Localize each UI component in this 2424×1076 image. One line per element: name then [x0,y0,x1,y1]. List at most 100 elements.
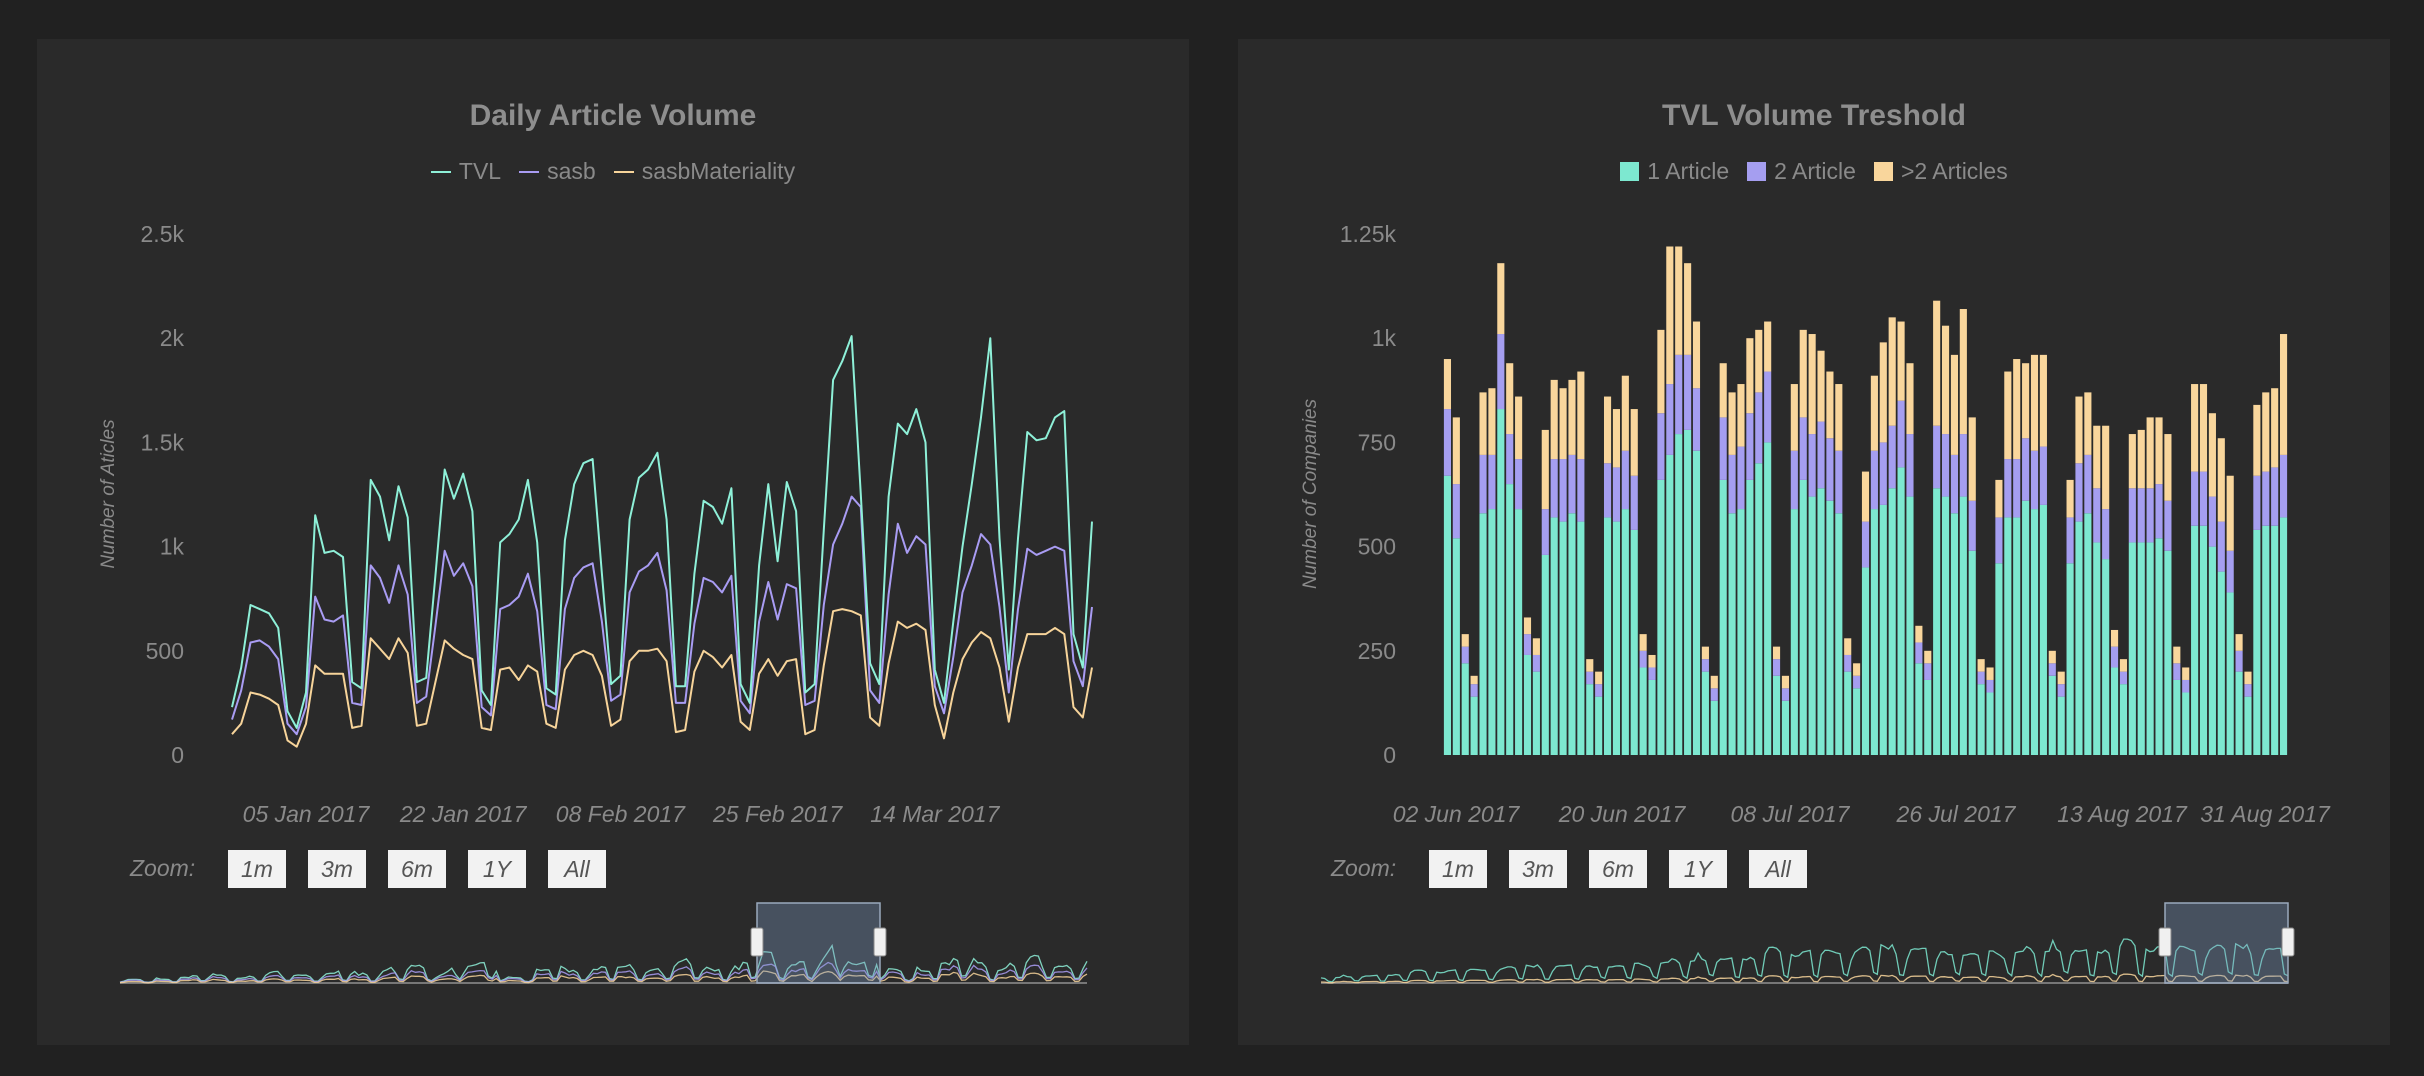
bar-2-article[interactable] [1853,675,1861,689]
bar-more-articles[interactable] [2253,404,2261,476]
bar-more-articles[interactable] [1470,675,1478,685]
bar-1-article[interactable] [1746,479,1754,755]
bar-more-articles[interactable] [1523,617,1532,635]
bar-1-article[interactable] [1764,442,1772,755]
zoom-3m-button[interactable]: 3m [308,850,366,888]
bar-1-article[interactable] [1710,700,1718,755]
bar-more-articles[interactable] [2279,334,2288,455]
bar-2-article[interactable] [2226,550,2234,593]
bar-more-articles[interactable] [1692,321,1701,389]
bar-1-article[interactable] [1568,513,1576,755]
bar-2-article[interactable] [1781,688,1790,701]
bar-2-article[interactable] [1764,371,1772,443]
bar-1-article[interactable] [2075,521,2083,755]
bar-more-articles[interactable] [1710,675,1718,689]
bar-2-article[interactable] [1995,517,2003,564]
bar-more-articles[interactable] [1621,375,1629,451]
bar-2-article[interactable] [2084,454,2092,514]
bar-1-article[interactable] [1915,663,1923,755]
bar-more-articles[interactable] [1968,417,1976,501]
bar-2-article[interactable] [2022,438,2030,501]
bar-more-articles[interactable] [1746,338,1754,414]
bar-more-articles[interactable] [2066,479,2074,518]
bar-2-article[interactable] [1808,434,1816,497]
bar-2-article[interactable] [1755,392,1763,464]
bar-1-article[interactable] [2039,504,2047,755]
bar-1-article[interactable] [1719,479,1727,755]
bar-more-articles[interactable] [1461,634,1469,647]
bar-1-article[interactable] [1621,509,1629,755]
bar-2-article[interactable] [1603,463,1612,518]
bar-2-article[interactable] [2039,446,2047,505]
bar-1-article[interactable] [1941,496,1950,755]
bar-1-article[interactable] [1684,429,1692,755]
bar-1-article[interactable] [2102,559,2110,755]
bar-more-articles[interactable] [1612,409,1621,468]
bar-2-article[interactable] [1959,434,1967,497]
bar-1-article[interactable] [2146,542,2154,755]
bar-2-article[interactable] [1461,646,1469,664]
bar-more-articles[interactable] [2173,646,2181,664]
bar-more-articles[interactable] [1728,392,1736,455]
bar-2-article[interactable] [2048,663,2056,676]
bar-1-article[interactable] [1630,529,1638,755]
bar-more-articles[interactable] [2191,384,2199,472]
bar-2-article[interactable] [1506,434,1514,485]
bar-1-article[interactable] [2110,667,2119,755]
bar-2-article[interactable] [2208,496,2216,547]
bar-2-article[interactable] [1950,454,1959,514]
bar-more-articles[interactable] [1906,363,1914,435]
bar-more-articles[interactable] [1986,667,1994,680]
bar-2-article[interactable] [1790,450,1798,510]
bar-2-article[interactable] [2164,500,2172,551]
bar-2-article[interactable] [2128,488,2136,543]
bar-1-article[interactable] [1443,475,1452,755]
bar-more-articles[interactable] [2119,659,2128,672]
zoom-1y-button[interactable]: 1Y [1669,850,1727,888]
bar-2-article[interactable] [1933,425,1941,489]
bar-2-article[interactable] [1621,450,1629,510]
legend-item-sasb[interactable]: sasb [519,158,596,185]
bar-1-article[interactable] [2119,684,2128,755]
bar-1-article[interactable] [1559,521,1567,755]
bar-more-articles[interactable] [2075,396,2083,464]
bar-more-articles[interactable] [2093,425,2101,489]
navigator-handle-right[interactable] [2281,927,2295,957]
bar-1-article[interactable] [2235,671,2243,755]
bar-1-article[interactable] [1532,671,1540,755]
bar-2-article[interactable] [2173,663,2181,680]
bar-1-article[interactable] [1737,509,1745,755]
bar-2-article[interactable] [1719,417,1727,480]
bar-1-article[interactable] [1995,563,2003,755]
bar-more-articles[interactable] [1666,246,1674,385]
bar-1-article[interactable] [2155,538,2163,755]
navigator-handle-right[interactable] [873,927,887,957]
zoom-3m-button[interactable]: 3m [1509,850,1567,888]
bar-2-article[interactable] [1915,642,1923,664]
bar-2-article[interactable] [1577,459,1585,522]
bar-2-article[interactable] [2262,471,2270,526]
bar-more-articles[interactable] [1603,396,1612,464]
bar-1-article[interactable] [1986,692,1994,755]
bar-more-articles[interactable] [2226,475,2234,551]
bar-1-article[interactable] [1488,509,1496,755]
bar-more-articles[interactable] [1506,363,1514,435]
bar-1-article[interactable] [1595,696,1603,755]
bar-1-article[interactable] [1817,488,1825,755]
bar-more-articles[interactable] [1915,625,1923,643]
bar-2-article[interactable] [1941,434,1950,497]
bar-1-article[interactable] [2128,542,2136,755]
bar-2-article[interactable] [1559,459,1567,522]
bar-2-article[interactable] [1728,454,1736,514]
bar-more-articles[interactable] [1781,675,1790,689]
bar-1-article[interactable] [2022,500,2030,755]
bar-more-articles[interactable] [2084,392,2092,455]
bar-2-article[interactable] [1666,384,1674,455]
bar-2-article[interactable] [2253,475,2261,530]
bar-more-articles[interactable] [1950,354,1959,455]
bar-1-article[interactable] [1924,679,1932,755]
bar-more-articles[interactable] [1595,671,1603,685]
bar-2-article[interactable] [2110,646,2119,668]
bar-2-article[interactable] [1657,413,1665,480]
bar-2-article[interactable] [1479,454,1487,514]
